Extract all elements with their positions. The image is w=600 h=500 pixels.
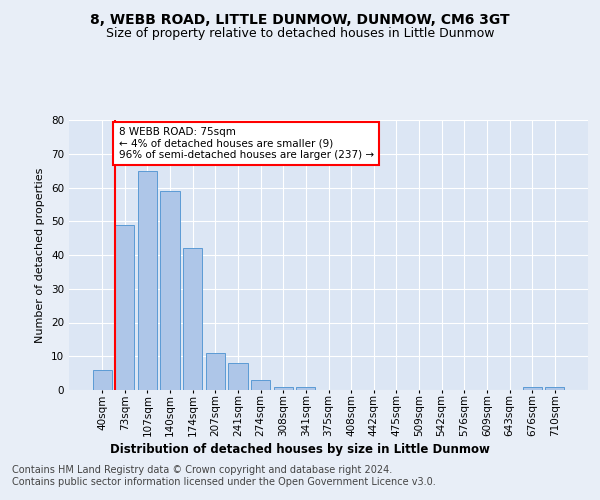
- Text: Contains HM Land Registry data © Crown copyright and database right 2024.
Contai: Contains HM Land Registry data © Crown c…: [12, 465, 436, 486]
- Bar: [115, 224, 134, 390]
- Bar: [92, 370, 112, 390]
- Bar: [229, 363, 248, 390]
- Bar: [183, 248, 202, 390]
- Text: Size of property relative to detached houses in Little Dunmow: Size of property relative to detached ho…: [106, 28, 494, 40]
- Text: 8 WEBB ROAD: 75sqm
← 4% of detached houses are smaller (9)
96% of semi-detached : 8 WEBB ROAD: 75sqm ← 4% of detached hous…: [119, 126, 374, 160]
- Bar: [523, 386, 542, 390]
- Bar: [138, 170, 157, 390]
- Bar: [545, 386, 565, 390]
- Bar: [274, 386, 293, 390]
- Text: Distribution of detached houses by size in Little Dunmow: Distribution of detached houses by size …: [110, 442, 490, 456]
- Bar: [296, 386, 316, 390]
- Bar: [206, 353, 225, 390]
- Text: 8, WEBB ROAD, LITTLE DUNMOW, DUNMOW, CM6 3GT: 8, WEBB ROAD, LITTLE DUNMOW, DUNMOW, CM6…: [90, 12, 510, 26]
- Y-axis label: Number of detached properties: Number of detached properties: [35, 168, 46, 342]
- Bar: [251, 380, 270, 390]
- Bar: [160, 191, 180, 390]
